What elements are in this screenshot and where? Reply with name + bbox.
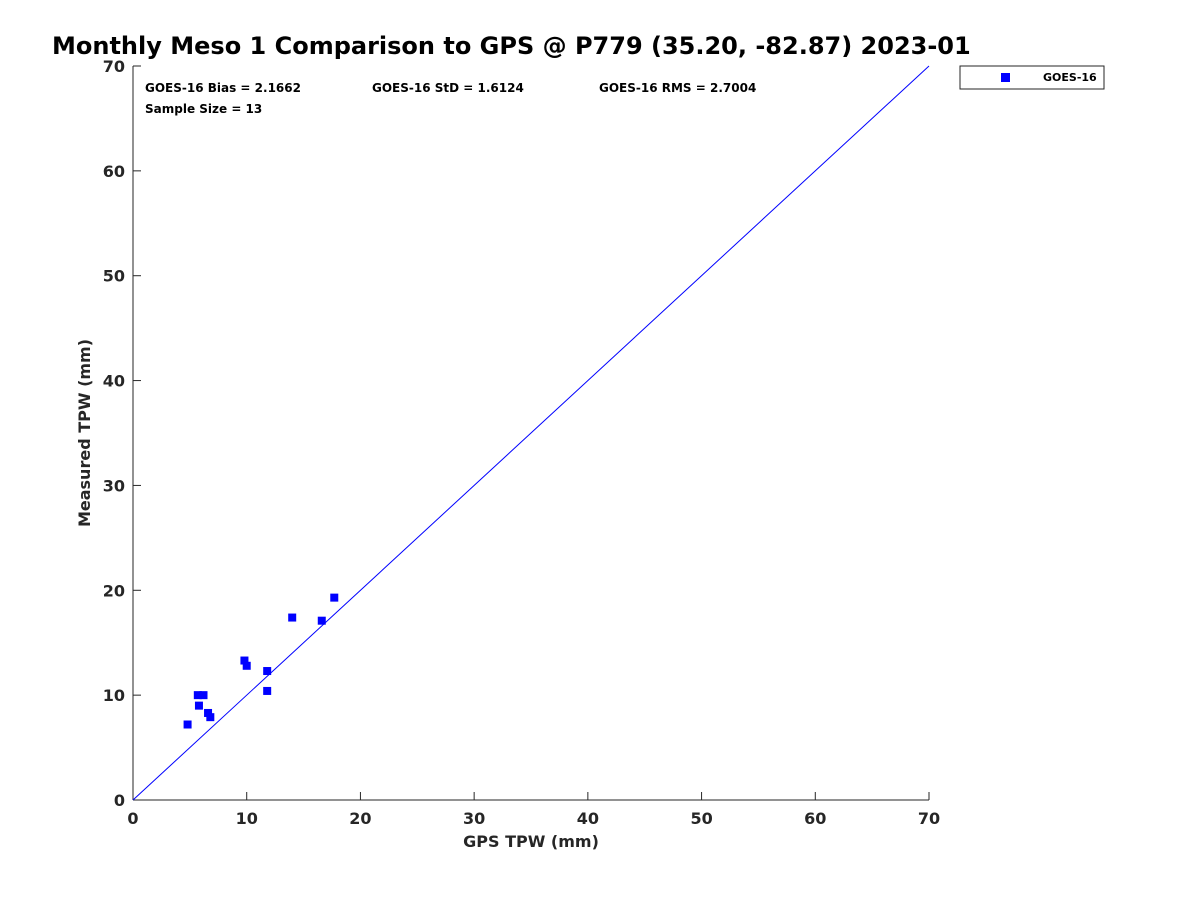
x-tick-label: 70 bbox=[918, 809, 940, 828]
stat-bias: GOES-16 Bias = 2.1662 bbox=[145, 81, 301, 95]
x-tick-label: 50 bbox=[690, 809, 712, 828]
data-point bbox=[194, 701, 203, 710]
one-to-one-line bbox=[132, 65, 930, 801]
data-point bbox=[240, 656, 249, 665]
stat-rms: GOES-16 RMS = 2.7004 bbox=[599, 81, 756, 95]
stat-std: GOES-16 StD = 1.6124 bbox=[372, 81, 524, 95]
legend-marker bbox=[1001, 73, 1010, 82]
x-tick-label: 20 bbox=[349, 809, 371, 828]
y-tick-label: 30 bbox=[103, 476, 125, 495]
stat-sample-size: Sample Size = 13 bbox=[145, 102, 262, 116]
data-point bbox=[193, 691, 202, 700]
data-point bbox=[317, 616, 326, 625]
x-tick-label: 0 bbox=[127, 809, 138, 828]
y-tick-label: 10 bbox=[103, 686, 125, 705]
y-axis-label: Measured TPW (mm) bbox=[75, 339, 94, 527]
x-tick-label: 60 bbox=[804, 809, 826, 828]
legend-label: GOES-16 bbox=[1043, 71, 1097, 84]
y-tick-label: 40 bbox=[103, 372, 125, 391]
data-point bbox=[263, 686, 272, 695]
data-point bbox=[183, 720, 192, 729]
data-point bbox=[330, 593, 339, 602]
y-tick-label: 0 bbox=[114, 791, 125, 810]
x-tick-label: 30 bbox=[463, 809, 485, 828]
y-tick-label: 60 bbox=[103, 162, 125, 181]
plot-area: 0 10 20 30 40 50 60 70 0 10 20 30 40 50 60 70 bbox=[103, 57, 940, 828]
legend: GOES-16 bbox=[959, 65, 1105, 90]
x-axis-label: GPS TPW (mm) bbox=[463, 832, 599, 851]
data-point bbox=[263, 667, 272, 676]
x-tick-label: 40 bbox=[577, 809, 599, 828]
data-point bbox=[288, 613, 297, 622]
data-point bbox=[204, 708, 213, 717]
data-point bbox=[206, 713, 215, 722]
legend-box bbox=[959, 65, 1105, 90]
y-tick-label: 20 bbox=[103, 581, 125, 600]
x-tick-label: 10 bbox=[236, 809, 258, 828]
y-tick-label: 50 bbox=[103, 267, 125, 286]
data-point bbox=[199, 691, 208, 700]
data-point bbox=[242, 661, 251, 670]
y-tick-label: 70 bbox=[103, 57, 125, 76]
chart-title: Monthly Meso 1 Comparison to GPS @ P779 … bbox=[52, 32, 971, 60]
